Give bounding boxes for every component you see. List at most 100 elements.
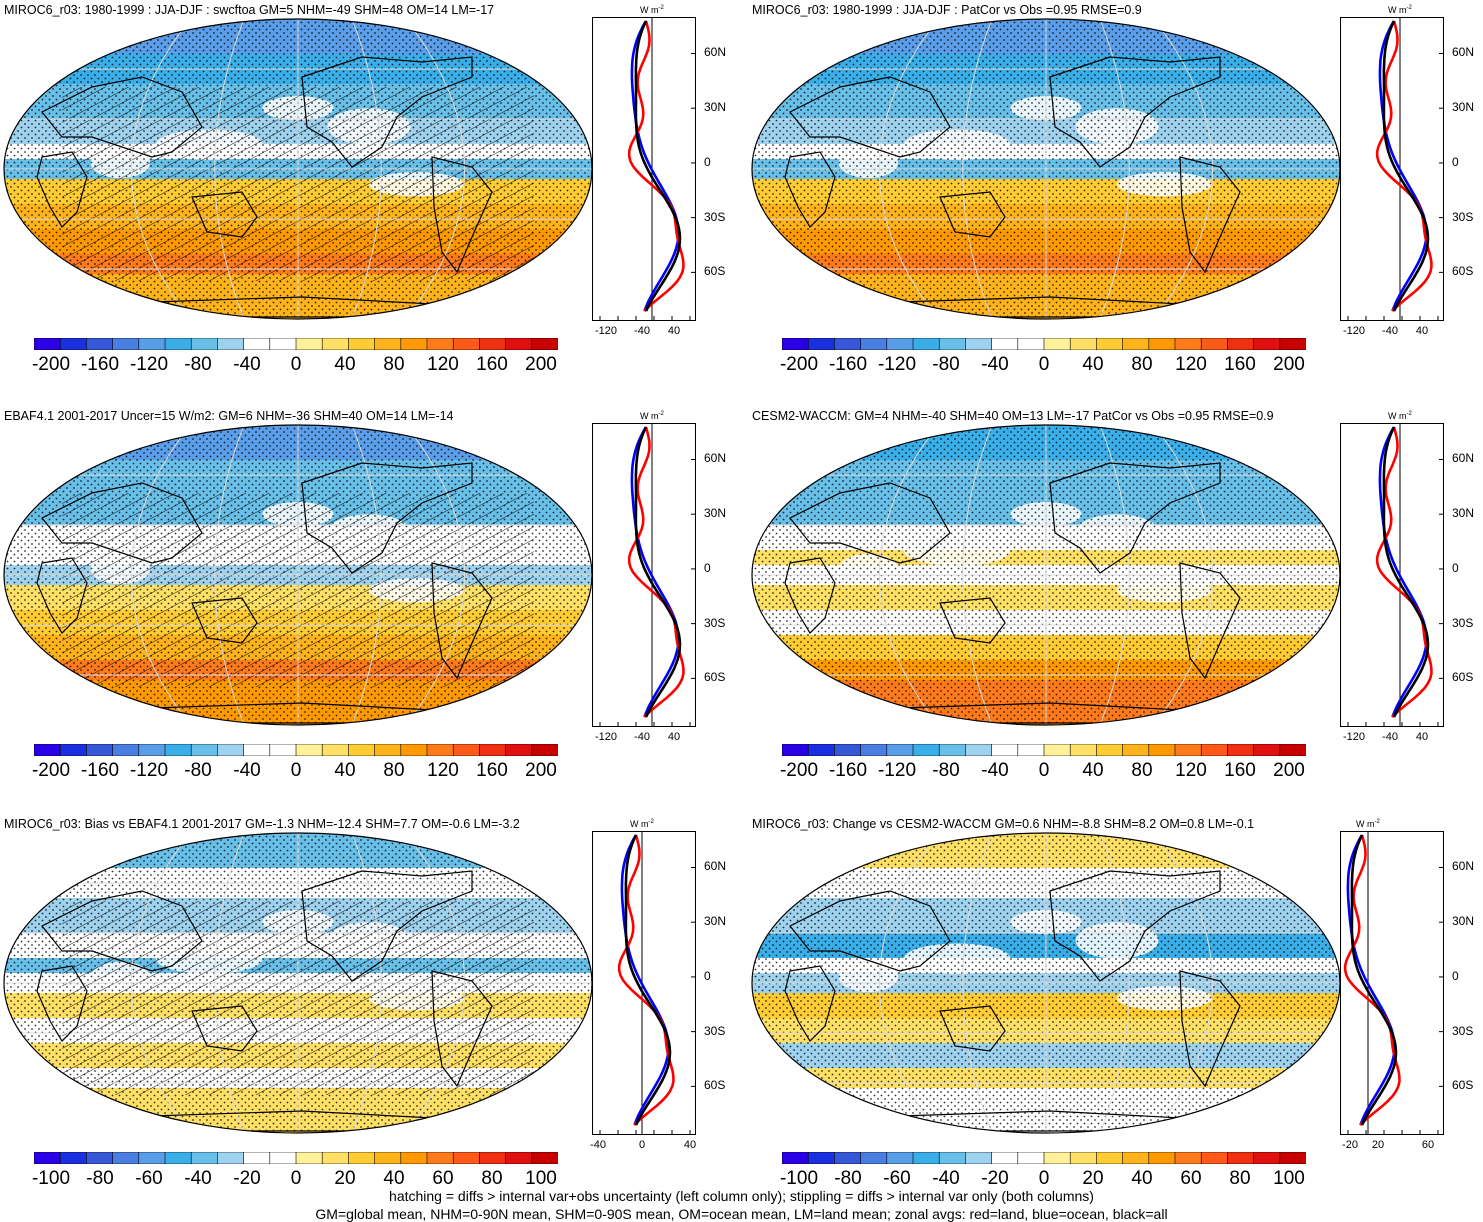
colorbar-bin <box>112 1152 140 1164</box>
colorbar-label: -80 <box>184 354 212 375</box>
colorbar-label: 80 <box>1131 760 1153 781</box>
colorbar-label: 80 <box>481 1168 503 1189</box>
latitude-label: 60S <box>1452 264 1474 279</box>
latitude-label: 30S <box>704 615 726 630</box>
colorbar-bin <box>86 1152 114 1164</box>
colorbar-bin <box>190 744 219 756</box>
colorbar-bin <box>912 338 941 350</box>
latitude-label: 30N <box>1452 506 1475 521</box>
colorbar-label: 0 <box>1038 1168 1050 1189</box>
colorbar-label: -120 <box>877 760 917 781</box>
colorbar-bin <box>1279 338 1306 350</box>
colorbar-bin <box>217 1152 245 1164</box>
colorbar-label: -80 <box>184 760 212 781</box>
colorbar-bin <box>1148 338 1176 350</box>
colorbar-bin <box>886 744 914 756</box>
panel-title: MIROC6_r03: Change vs CESM2-WACCM GM=0.6… <box>752 817 1255 831</box>
zonal-x-tick-label: 40 <box>683 1139 697 1151</box>
colorbar-bin <box>1227 338 1255 350</box>
colorbar-bin <box>807 1152 836 1164</box>
zonal-unit-label: W m-2 <box>640 411 664 421</box>
zonal-curve <box>1343 834 1401 1126</box>
colorbar-label: 160 <box>476 354 508 375</box>
latitude-label: 30N <box>704 506 727 521</box>
latitude-label: 60N <box>704 451 727 466</box>
latitude-label: 60S <box>1452 670 1474 685</box>
colorbar-bin <box>860 338 888 350</box>
colorbar-label: -100 <box>779 1168 819 1189</box>
robinson-map <box>3 424 593 726</box>
colorbar-bin <box>321 338 350 350</box>
colorbar-bin <box>834 1152 862 1164</box>
latitude-label: 0 <box>1452 154 1459 169</box>
colorbar-bin <box>348 1152 376 1164</box>
colorbar-bin <box>479 1152 507 1164</box>
colorbar-bin <box>400 1152 428 1164</box>
colorbar-label: -120 <box>877 354 917 375</box>
zonal-curve <box>617 834 675 1126</box>
zonal-mean-plot: W m-2 60N 30N 0 30S 60S -120 -40 40 <box>592 5 752 351</box>
colorbar-label: 0 <box>290 760 302 781</box>
colorbar-label: 160 <box>1224 760 1256 781</box>
colorbar-label: 40 <box>334 354 356 375</box>
colorbar-bin <box>269 744 297 756</box>
zonal-curve <box>634 20 682 312</box>
zonal-curve <box>630 426 680 718</box>
latitude-label: 60N <box>704 859 727 874</box>
colorbar-bin <box>1253 1152 1281 1164</box>
colorbar-bin <box>807 338 836 350</box>
colorbar-bin <box>1200 744 1229 756</box>
colorbar-bin <box>374 338 402 350</box>
colorbar-bin <box>965 744 993 756</box>
colorbar-label: 100 <box>525 1168 557 1189</box>
latitude-label: 60N <box>704 45 727 60</box>
colorbar-label: 80 <box>383 760 405 781</box>
colorbar-label: -40 <box>184 1168 212 1189</box>
latitude-label: 30S <box>704 209 726 224</box>
colorbar-bin <box>452 744 481 756</box>
colorbar-label: 200 <box>525 760 557 781</box>
zonal-axes <box>592 831 696 1135</box>
colorbar-label: 200 <box>1273 760 1305 781</box>
zonal-curve <box>627 426 685 718</box>
colorbar-bin <box>938 744 967 756</box>
colorbar-label: -160 <box>828 760 868 781</box>
latitude-label: 0 <box>704 560 711 575</box>
zonal-curve <box>1375 20 1433 312</box>
colorbar-bin <box>912 744 941 756</box>
colorbar-bin <box>991 338 1019 350</box>
zonal-x-tick-label: 40 <box>1415 325 1429 337</box>
colorbar-label: -40 <box>233 354 261 375</box>
colorbar-label: 120 <box>427 760 459 781</box>
colorbar-bin <box>1253 338 1281 350</box>
colorbar-label: 60 <box>1180 1168 1202 1189</box>
colorbar <box>782 744 1306 756</box>
colorbar-bin <box>217 338 245 350</box>
zonal-curve <box>624 834 672 1126</box>
zonal-axes <box>592 423 696 727</box>
colorbar-bin <box>1043 1152 1072 1164</box>
zonal-x-tick-label: -120 <box>594 731 618 743</box>
colorbar-bin <box>1122 1152 1150 1164</box>
latitude-label: 60S <box>704 264 726 279</box>
zonal-curve <box>1382 20 1430 312</box>
colorbar-bin <box>59 338 88 350</box>
zonal-curve <box>1375 426 1433 718</box>
colorbar-bin <box>348 744 376 756</box>
colorbar-label: -40 <box>932 1168 960 1189</box>
latitude-label: 30N <box>1452 100 1475 115</box>
colorbar-label: 160 <box>1224 354 1256 375</box>
zonal-x-tick-label: 60 <box>1421 1139 1435 1151</box>
zonal-curve <box>1378 20 1428 312</box>
colorbar-label: 100 <box>1273 1168 1305 1189</box>
footnote-line-1: hatching = diffs > internal var+obs unce… <box>389 1188 1094 1204</box>
colorbar-bin <box>164 744 193 756</box>
colorbar-label: 120 <box>427 354 459 375</box>
zonal-x-tick-label: -120 <box>1342 731 1366 743</box>
colorbar-label: -160 <box>828 354 868 375</box>
colorbar-bin <box>243 338 271 350</box>
latitude-label: 30S <box>1452 1023 1474 1038</box>
zonal-curve <box>1350 834 1398 1126</box>
colorbar-bin <box>1200 338 1229 350</box>
zonal-x-tick-label: 40 <box>667 731 681 743</box>
